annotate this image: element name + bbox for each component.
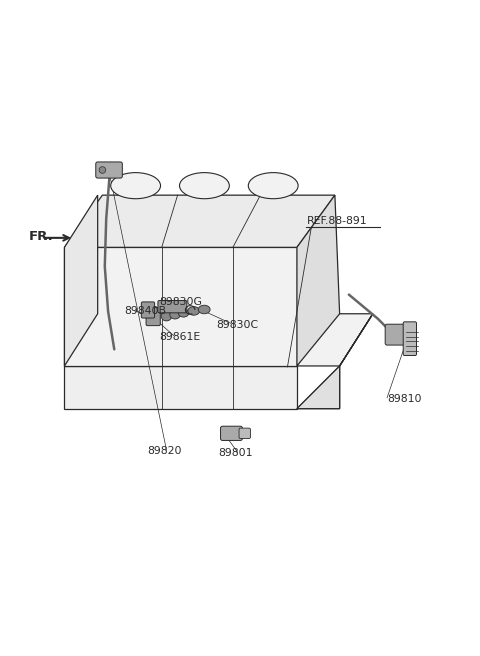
Polygon shape [64, 195, 335, 247]
FancyBboxPatch shape [239, 428, 251, 439]
Polygon shape [64, 195, 97, 366]
FancyBboxPatch shape [220, 426, 242, 440]
Text: 89861E: 89861E [159, 332, 201, 342]
Polygon shape [297, 314, 373, 409]
FancyBboxPatch shape [158, 300, 187, 313]
Text: 89830C: 89830C [216, 320, 258, 330]
Text: FR.: FR. [29, 230, 54, 243]
Polygon shape [297, 366, 340, 409]
Text: REF.88-891: REF.88-891 [306, 216, 367, 226]
FancyBboxPatch shape [141, 302, 155, 318]
Text: 89840B: 89840B [124, 306, 166, 316]
Ellipse shape [179, 309, 189, 317]
Text: 89820: 89820 [147, 445, 182, 456]
Ellipse shape [161, 312, 172, 321]
Ellipse shape [198, 305, 210, 314]
Text: 89801: 89801 [219, 448, 253, 458]
Ellipse shape [180, 173, 229, 199]
Text: 89810: 89810 [387, 394, 421, 403]
Ellipse shape [248, 173, 298, 199]
Circle shape [99, 167, 106, 173]
Polygon shape [64, 247, 297, 366]
Polygon shape [64, 366, 297, 409]
Ellipse shape [188, 306, 200, 315]
FancyBboxPatch shape [146, 308, 160, 325]
Ellipse shape [111, 173, 160, 199]
FancyBboxPatch shape [385, 324, 414, 345]
Polygon shape [64, 314, 373, 366]
FancyBboxPatch shape [403, 322, 417, 356]
Ellipse shape [170, 310, 180, 319]
Polygon shape [297, 195, 340, 366]
Text: 89830G: 89830G [159, 297, 202, 307]
FancyBboxPatch shape [96, 162, 122, 178]
